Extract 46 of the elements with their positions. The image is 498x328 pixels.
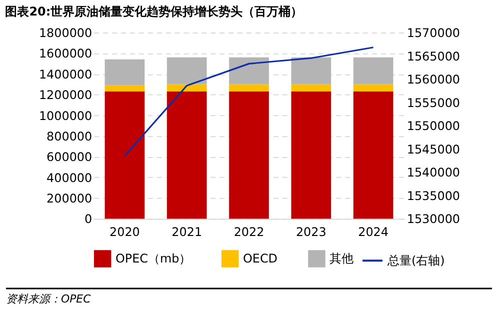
bar [291,84,332,92]
y2-tick-label: 1555000 [406,96,460,110]
y-tick-label: 200000 [46,192,92,206]
bar [353,84,394,92]
bar [104,91,145,219]
chart-title: 图表20:世界原油储量变化趋势保持增长势头（百万桶） [5,4,303,19]
y-tick-label: 1200000 [38,88,92,102]
x-tick-label: 2020 [110,225,140,240]
y-tick-label: 1600000 [38,46,92,61]
line-series [124,46,374,157]
text: 资料来源：OPEC [6,292,92,306]
legend-label: OPEC（mb） [116,252,192,266]
y-tick-label: 0 [84,212,92,226]
legend-label: 总量(右轴) [386,254,445,268]
y-tick-label: 800000 [46,129,92,144]
y2-tick-label: 1570000 [406,26,460,40]
x-tick-label: 2021 [172,225,202,240]
bar [166,91,207,219]
bar [104,85,145,92]
bar [166,84,207,92]
y2-tick-label: 1550000 [406,119,460,134]
x-tick-label: 2024 [358,225,388,240]
y-tick-label: 1000000 [38,108,92,123]
y-tick-label: 1400000 [38,67,92,82]
y-tick-label: 400000 [46,170,92,185]
x-tick-label: 2023 [296,225,326,240]
legend-label: OECD [243,252,278,266]
legend-label: 其他 [330,252,354,266]
bar [229,84,269,92]
y-tick-label: 1800000 [38,26,92,40]
bar [291,91,332,219]
y2-tick-label: 1530000 [406,212,460,226]
y2-tick-label: 1535000 [406,188,460,203]
bar [229,91,269,219]
y2-tick-label: 1545000 [406,142,460,156]
bar [353,91,394,219]
y-tick-label: 600000 [46,150,92,164]
y2-tick-label: 1540000 [406,166,460,180]
bar [166,57,207,84]
bar [353,57,394,84]
y2-tick-label: 1565000 [406,49,460,64]
x-tick-label: 2022 [234,225,264,240]
y2-tick-label: 1560000 [406,72,460,87]
bar [229,57,269,84]
bar [291,57,332,84]
bar [104,59,145,86]
